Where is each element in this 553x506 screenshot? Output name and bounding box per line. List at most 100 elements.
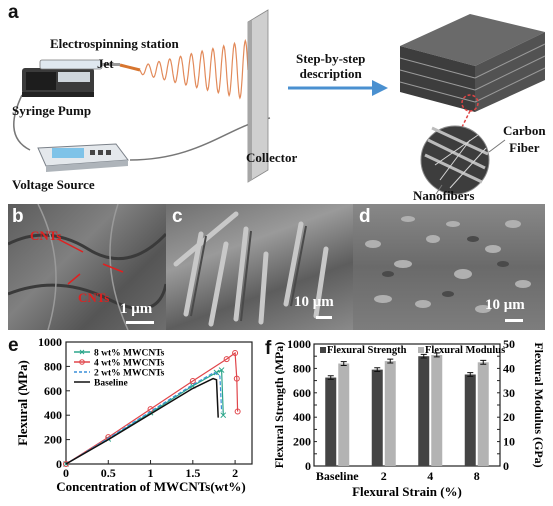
bar-modulus <box>338 363 350 466</box>
y-tick-label-e: 600 <box>44 384 62 398</box>
bar-strength <box>418 356 430 466</box>
bar-modulus <box>477 362 489 466</box>
x-axis-label-e: Concentration of MWCNTs(wt%) <box>56 479 245 494</box>
wire-left <box>13 94 31 151</box>
scale-label-b: 1 μm <box>120 301 153 317</box>
scale-label-c: 10 μm <box>294 294 334 310</box>
panel-b-letter: b <box>12 206 24 227</box>
panel-c-letter: c <box>172 206 183 227</box>
jet-needle <box>119 63 141 72</box>
y-tick-label-right-f: 10 <box>503 435 515 449</box>
y-tick-label-right-f: 50 <box>503 337 515 351</box>
y-tick-label-left-f: 0 <box>305 459 311 473</box>
bar-strength <box>325 377 337 466</box>
panel-d-letter: d <box>359 206 371 227</box>
bar-modulus <box>431 354 443 466</box>
electrospinning-station-label: Electrospinning station <box>50 36 179 51</box>
y-tick-label-left-f: 400 <box>293 410 311 424</box>
cnts-label-bottom: CNTs <box>78 290 110 305</box>
error-bar-strength <box>374 367 381 372</box>
carbon-fiber-label: Carbon Fiber <box>503 122 546 156</box>
zoom-link-line <box>461 110 471 128</box>
error-bar-modulus <box>387 358 394 364</box>
series-point-0 <box>213 369 220 376</box>
scale-label-d: 10 μm <box>485 297 525 313</box>
error-bar-modulus <box>480 359 487 365</box>
error-bar-strength <box>420 353 427 359</box>
nanofibers-pointer <box>435 184 443 195</box>
stress-strain-chart: 0 200 400 600 800 1000 0 0.5 1 1.5 2Concentration … <box>15 335 253 494</box>
jet-label: Jet <box>97 56 114 71</box>
step-arrow <box>288 80 388 96</box>
y-axis-label-left-f: Flexural Strength (MPa) <box>272 342 286 468</box>
legend-swatch-modulus <box>418 347 424 353</box>
series-point-1 <box>234 408 241 415</box>
sem-c-texture <box>173 211 329 327</box>
series-point-1 <box>223 356 230 363</box>
x-tick-label-e: 0.5 <box>101 466 116 480</box>
legend-label-1: 4 wt% MWCNTs <box>94 359 165 369</box>
bar-strength <box>464 374 476 466</box>
panel-f-letter: f <box>265 338 272 359</box>
x-tick-label-f: 8 <box>474 469 480 483</box>
y-tick-label-e: 0 <box>56 457 62 471</box>
x-tick-label-e: 2 <box>232 466 238 480</box>
scale-bar-c <box>316 316 332 319</box>
jet-spiral <box>139 38 249 100</box>
syringe-pump-icon <box>22 59 120 97</box>
collector-label: Collector <box>246 150 298 165</box>
y-tick-label-e: 800 <box>44 359 62 373</box>
y-axis-label-e: Flexural (MPa) <box>15 360 30 446</box>
bar-strength <box>371 369 383 466</box>
legend-swatch-strength <box>320 347 326 353</box>
series-line-1 <box>65 351 239 465</box>
y-tick-label-left-f: 1000 <box>287 337 311 351</box>
y-tick-label-e: 400 <box>44 408 62 422</box>
sem-image-c: c 10 μm <box>166 204 353 330</box>
y-tick-label-left-f: 600 <box>293 386 311 400</box>
series-point-1 <box>232 349 239 356</box>
legend-label-0: 8 wt% MWCNTs <box>94 349 165 359</box>
electrospinning-schematic <box>13 9 546 195</box>
x-tick-label-e: 0 <box>63 466 69 480</box>
series-point-0 <box>218 367 225 373</box>
scale-bar-b <box>126 321 154 324</box>
series-point-1 <box>63 461 69 467</box>
step-label-line1: Step-by-step <box>296 51 366 66</box>
step-label-line2: description <box>299 66 362 81</box>
series-point-1 <box>189 378 196 385</box>
syringe-pump-label: Syringe Pump <box>12 103 92 118</box>
error-bar-strength <box>467 372 474 377</box>
x-tick-label-e: 1.5 <box>185 466 200 480</box>
series-point-1 <box>233 375 240 382</box>
error-bar-modulus <box>433 352 440 358</box>
sem-b-texture <box>8 204 166 330</box>
voltage-source-icon <box>37 143 129 172</box>
legend-label-2: 2 wt% MWCNTs <box>94 369 165 379</box>
x-tick-label-f: Baseline <box>316 469 359 483</box>
error-bar-strength <box>327 375 334 380</box>
magnified-fibers-icon <box>420 125 490 195</box>
composite-laminate-icon <box>399 14 546 112</box>
voltage-source-label: Voltage Source <box>12 177 95 192</box>
y-tick-label-e: 200 <box>44 433 62 447</box>
carbon-label-line1: Carbon <box>503 123 546 138</box>
legend-label-modulus: Flexural Modulus <box>425 345 505 356</box>
x-tick-label-f: 4 <box>427 469 433 483</box>
sem-image-b: b CNTs CNTs 1 μm <box>8 204 166 330</box>
y-axis-label-right-f: Flexural Modulus (GPa) <box>532 342 546 467</box>
y-tick-label-e: 1000 <box>38 335 62 349</box>
series-line-2 <box>65 371 223 465</box>
cnts-label-top: CNTs <box>30 228 62 243</box>
sem-d-texture <box>365 216 531 313</box>
legend-marker-0 <box>79 349 85 355</box>
panel-a-letter: a <box>8 2 19 23</box>
y-tick-label-right-f: 0 <box>503 459 509 473</box>
scale-bar-d <box>505 319 523 322</box>
nanofibers-label: Nanofibers <box>413 188 475 203</box>
legend-marker-1 <box>79 359 85 365</box>
plot-frame-e <box>65 341 253 465</box>
y-tick-label-left-f: 200 <box>293 435 311 449</box>
